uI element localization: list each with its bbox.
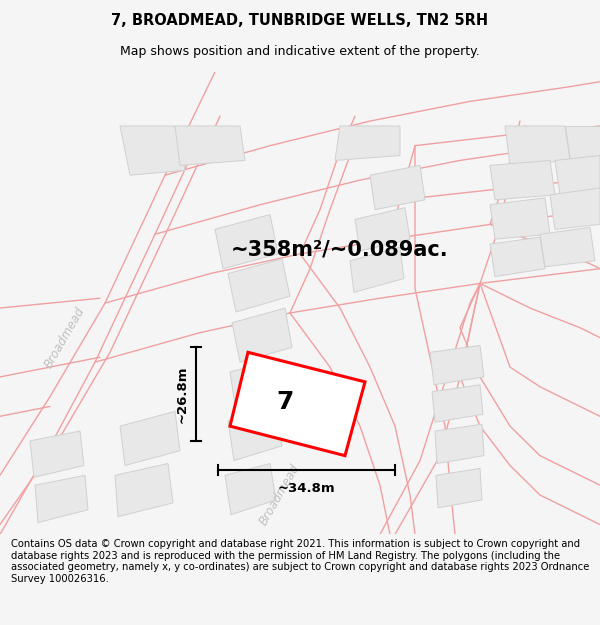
- Polygon shape: [490, 161, 555, 200]
- Text: Broadmead: Broadmead: [257, 462, 303, 528]
- Text: 7, BROADMEAD, TUNBRIDGE WELLS, TN2 5RH: 7, BROADMEAD, TUNBRIDGE WELLS, TN2 5RH: [112, 12, 488, 28]
- Polygon shape: [505, 126, 570, 166]
- Text: Map shows position and indicative extent of the property.: Map shows position and indicative extent…: [120, 45, 480, 58]
- Polygon shape: [370, 166, 425, 209]
- Polygon shape: [435, 424, 484, 464]
- Polygon shape: [35, 476, 88, 522]
- Text: Broadmead: Broadmead: [42, 305, 88, 371]
- Polygon shape: [565, 126, 600, 161]
- Polygon shape: [225, 464, 276, 515]
- Polygon shape: [175, 126, 245, 166]
- Polygon shape: [436, 469, 482, 508]
- Polygon shape: [30, 431, 84, 478]
- Text: 7: 7: [277, 389, 293, 414]
- Text: ~358m²/~0.089ac.: ~358m²/~0.089ac.: [231, 239, 449, 259]
- Text: Contains OS data © Crown copyright and database right 2021. This information is : Contains OS data © Crown copyright and d…: [11, 539, 589, 584]
- Polygon shape: [115, 464, 173, 517]
- Polygon shape: [555, 156, 600, 195]
- Polygon shape: [120, 411, 180, 466]
- Polygon shape: [232, 308, 292, 362]
- Text: ~26.8m: ~26.8m: [176, 366, 188, 423]
- Polygon shape: [490, 238, 545, 276]
- Polygon shape: [335, 126, 400, 161]
- Polygon shape: [230, 352, 365, 456]
- Polygon shape: [228, 408, 282, 461]
- Polygon shape: [350, 247, 404, 292]
- Polygon shape: [120, 126, 185, 175]
- Polygon shape: [540, 228, 595, 267]
- Polygon shape: [430, 346, 484, 385]
- Polygon shape: [432, 385, 483, 423]
- Polygon shape: [215, 214, 278, 269]
- Polygon shape: [355, 208, 410, 251]
- Polygon shape: [230, 359, 286, 411]
- Polygon shape: [228, 259, 290, 312]
- Polygon shape: [490, 198, 550, 239]
- Text: ~34.8m: ~34.8m: [278, 482, 335, 494]
- Polygon shape: [550, 188, 600, 229]
